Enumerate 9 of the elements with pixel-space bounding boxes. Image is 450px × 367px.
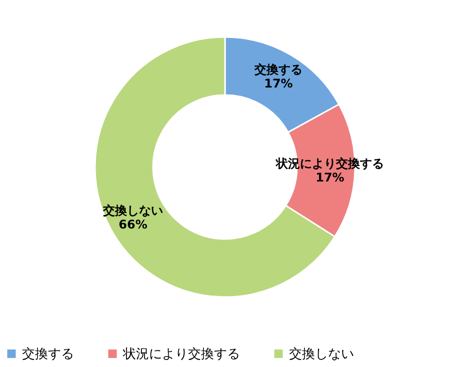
- slice-label: 交換する: [253, 62, 302, 77]
- data-label: 17%: [316, 170, 344, 184]
- legend-label: 状況により交換する: [122, 346, 240, 362]
- data-label: 66%: [118, 218, 148, 232]
- legend-label: 交換する: [22, 346, 74, 362]
- slice-label: 状況により交換する: [274, 156, 384, 170]
- legend-label: 交換しない: [289, 346, 354, 362]
- slice-label: 交換しない: [102, 204, 163, 218]
- data-label: 17%: [264, 76, 293, 91]
